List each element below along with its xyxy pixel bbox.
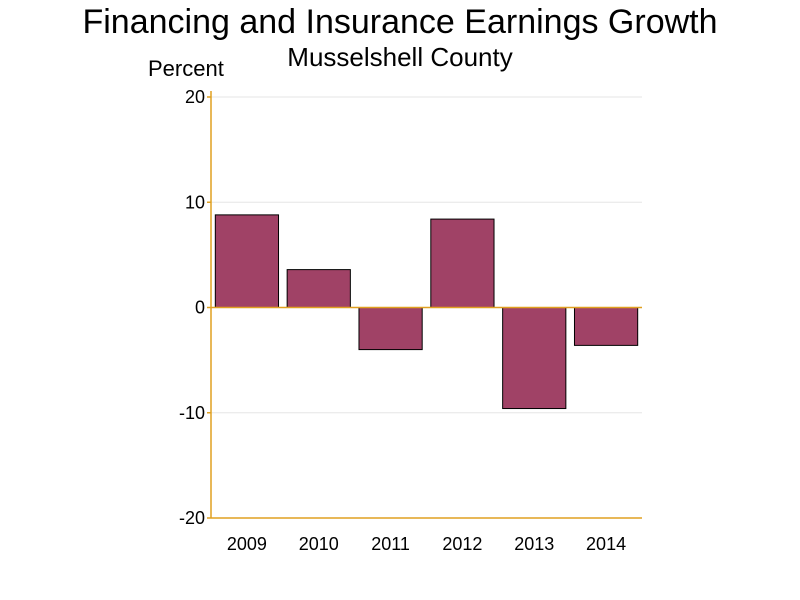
x-tick-label: 2013 (514, 534, 554, 554)
x-tick-label: 2012 (442, 534, 482, 554)
bar-2009 (214, 214, 280, 309)
y-tick-label: 10 (185, 192, 205, 212)
x-tick-label: 2011 (371, 534, 410, 554)
y-axis-label: Percent (148, 56, 224, 81)
bars (214, 214, 639, 410)
y-tick-label: -10 (179, 403, 205, 423)
x-tick-label: 2014 (586, 534, 626, 554)
bar-2014 (573, 307, 639, 346)
y-tick-label: 0 (195, 298, 205, 318)
x-tick-label: 2010 (299, 534, 339, 554)
bar-2010 (286, 269, 351, 308)
chart-title: Financing and Insurance Earnings Growth (82, 3, 718, 41)
bar-2012 (430, 218, 495, 308)
x-tick-label: 2009 (227, 534, 267, 554)
bar-2013 (502, 307, 567, 410)
bar-2011 (358, 307, 423, 351)
y-tick-label: 20 (185, 87, 205, 107)
axes (207, 91, 642, 519)
y-tick-label: -20 (179, 508, 205, 528)
chart-subtitle: Musselshell County (287, 42, 513, 72)
tick-labels: -20 -10 0 10 20 2009 2010 2011 2012 2013 2014 (179, 87, 626, 554)
